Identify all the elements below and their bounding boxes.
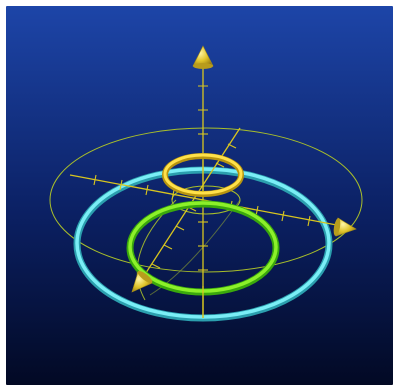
x-axis-line [69,174,343,227]
meridian-arc-2 [149,199,241,296]
outer-guide-ellipse [49,127,363,273]
3d-viewport[interactable] [6,6,393,385]
yellow-ring-highlight [163,153,243,195]
x-axis-arrow-icon[interactable] [332,217,357,237]
axis-ticks [93,85,311,295]
z-axis-arrow-icon[interactable] [192,45,214,69]
y-axis-arrow-icon[interactable] [131,269,154,293]
viewport-canvas[interactable] [6,6,393,385]
